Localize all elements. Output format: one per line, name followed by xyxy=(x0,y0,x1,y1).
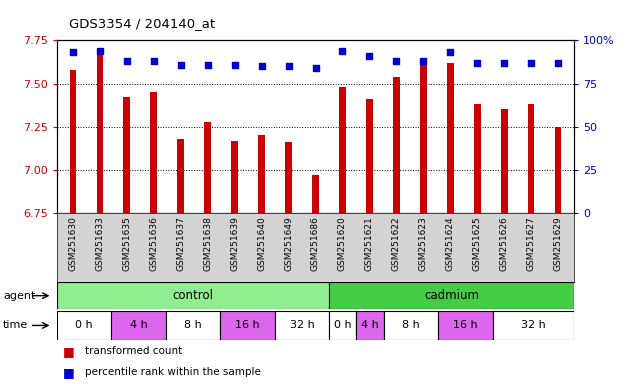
Text: 32 h: 32 h xyxy=(290,320,314,331)
Point xyxy=(203,61,213,68)
Bar xyxy=(124,98,130,213)
Point xyxy=(526,60,536,66)
Text: GSM251622: GSM251622 xyxy=(392,217,401,271)
Bar xyxy=(420,63,427,213)
Point xyxy=(472,60,482,66)
Text: GSM251633: GSM251633 xyxy=(95,217,104,271)
Text: GSM251638: GSM251638 xyxy=(203,217,212,271)
Bar xyxy=(501,109,507,213)
Bar xyxy=(69,70,76,213)
Bar xyxy=(166,311,220,340)
Bar xyxy=(438,311,493,340)
Text: agent: agent xyxy=(3,291,35,301)
Bar xyxy=(232,141,238,213)
Text: GSM251627: GSM251627 xyxy=(527,217,536,271)
Text: 4 h: 4 h xyxy=(129,320,148,331)
Point xyxy=(445,50,456,56)
Text: cadmium: cadmium xyxy=(424,289,479,302)
Bar xyxy=(150,92,157,213)
Text: GSM251649: GSM251649 xyxy=(284,217,293,271)
Bar xyxy=(274,311,329,340)
Text: 16 h: 16 h xyxy=(235,320,260,331)
Bar xyxy=(329,282,574,309)
Bar xyxy=(111,311,166,340)
Text: GSM251629: GSM251629 xyxy=(553,217,563,271)
Text: GSM251635: GSM251635 xyxy=(122,217,131,271)
Point xyxy=(364,53,374,59)
Text: time: time xyxy=(3,320,28,331)
Text: GDS3354 / 204140_at: GDS3354 / 204140_at xyxy=(69,17,216,30)
Text: transformed count: transformed count xyxy=(85,346,182,356)
Text: ■: ■ xyxy=(63,345,75,358)
Bar xyxy=(528,104,534,213)
Point xyxy=(338,48,348,54)
Bar xyxy=(447,63,454,213)
Text: GSM251630: GSM251630 xyxy=(68,217,78,271)
Text: GSM251620: GSM251620 xyxy=(338,217,347,271)
Text: 16 h: 16 h xyxy=(453,320,478,331)
Point xyxy=(553,60,563,66)
Text: 8 h: 8 h xyxy=(184,320,202,331)
Bar xyxy=(312,175,319,213)
Bar xyxy=(285,142,292,213)
Text: 4 h: 4 h xyxy=(361,320,379,331)
Bar xyxy=(384,311,438,340)
Point xyxy=(122,58,132,64)
Bar xyxy=(258,135,265,213)
Text: GSM251640: GSM251640 xyxy=(257,217,266,271)
Bar xyxy=(204,121,211,213)
Text: GSM251624: GSM251624 xyxy=(445,217,455,271)
Bar xyxy=(393,76,399,213)
Text: 8 h: 8 h xyxy=(402,320,420,331)
Bar xyxy=(57,311,111,340)
Point xyxy=(230,61,240,68)
Text: GSM251636: GSM251636 xyxy=(150,217,158,271)
Point xyxy=(310,65,321,71)
Text: GSM251686: GSM251686 xyxy=(311,217,320,271)
Bar xyxy=(366,99,373,213)
Text: GSM251626: GSM251626 xyxy=(500,217,509,271)
Text: GSM251623: GSM251623 xyxy=(419,217,428,271)
Text: GSM251625: GSM251625 xyxy=(473,217,481,271)
Bar xyxy=(339,87,346,213)
Text: 32 h: 32 h xyxy=(521,320,546,331)
Text: GSM251637: GSM251637 xyxy=(176,217,186,271)
Point xyxy=(418,58,428,64)
Bar xyxy=(57,282,329,309)
Bar xyxy=(329,311,357,340)
Text: control: control xyxy=(172,289,213,302)
Bar xyxy=(474,104,481,213)
Point xyxy=(391,58,401,64)
Point xyxy=(149,58,159,64)
Bar xyxy=(220,311,274,340)
Bar xyxy=(357,311,384,340)
Point xyxy=(283,63,293,70)
Bar xyxy=(555,127,562,213)
Point xyxy=(499,60,509,66)
Bar xyxy=(493,311,574,340)
Text: percentile rank within the sample: percentile rank within the sample xyxy=(85,367,261,377)
Point xyxy=(175,61,186,68)
Text: 0 h: 0 h xyxy=(334,320,351,331)
Bar xyxy=(97,53,103,213)
Text: ■: ■ xyxy=(63,366,75,379)
Text: GSM251639: GSM251639 xyxy=(230,217,239,271)
Point xyxy=(257,63,267,70)
Text: GSM251621: GSM251621 xyxy=(365,217,374,271)
Point xyxy=(68,50,78,56)
Point xyxy=(95,48,105,54)
Bar xyxy=(177,139,184,213)
Text: 0 h: 0 h xyxy=(75,320,93,331)
